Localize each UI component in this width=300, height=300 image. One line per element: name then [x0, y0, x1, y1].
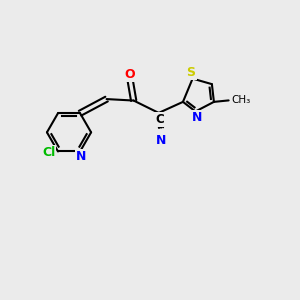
Text: C: C — [155, 113, 164, 126]
Text: N: N — [76, 150, 87, 163]
Text: CH₃: CH₃ — [231, 95, 250, 105]
Text: Cl: Cl — [42, 146, 55, 159]
Text: S: S — [187, 66, 196, 79]
Text: O: O — [125, 68, 135, 80]
Text: N: N — [156, 134, 166, 146]
Text: N: N — [192, 111, 202, 124]
